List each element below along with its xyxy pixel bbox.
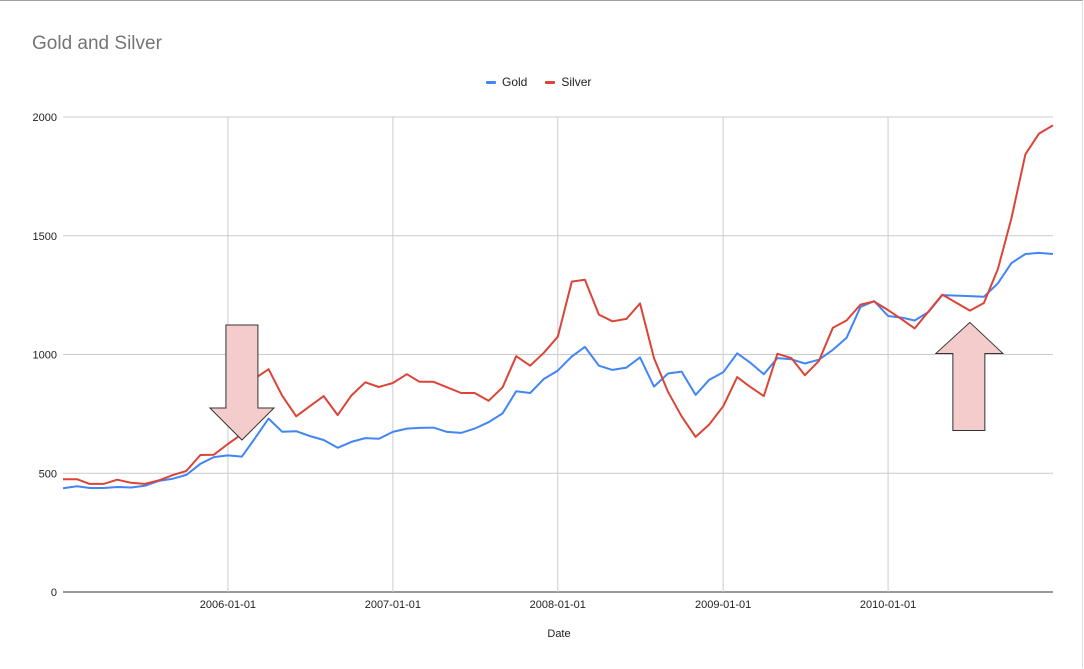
grid-lines (63, 116, 1053, 593)
y-tick-label-500: 500 (39, 468, 57, 480)
legend-swatch-gold (486, 80, 496, 84)
y-axis-ticks: 0 500 1000 1500 2000 (33, 112, 57, 599)
y-tick-label-1000: 1000 (33, 350, 57, 362)
chart-title: Gold and Silver (32, 33, 162, 54)
legend-label-silver: Silver (561, 75, 592, 89)
legend-item-silver[interactable]: Silver (545, 75, 591, 89)
x-tick-label-2007-01-01: 2007-01-01 (365, 599, 421, 611)
legend-label-gold: Gold (502, 75, 528, 89)
series-line-gold (62, 251, 1054, 490)
x-tick-label-2008-01-01: 2008-01-01 (530, 599, 586, 611)
y-tick-label-1500: 1500 (33, 231, 57, 243)
annotation-arrow-up-1 (934, 321, 1005, 431)
y-tick-label-0: 0 (51, 587, 57, 599)
annotation-arrow-down-0 (208, 324, 276, 441)
legend[interactable]: Gold Silver (486, 75, 591, 89)
legend-item-gold[interactable]: Gold (486, 75, 527, 89)
x-axis-label: Date (547, 628, 570, 640)
series-line-silver (63, 124, 1054, 485)
x-tick-label-2010-01-01: 2010-01-01 (860, 599, 916, 611)
x-axis-ticks: 2006-01-01 2007-01-01 2008-01-01 2009-01-01… (200, 599, 916, 611)
x-tick-label-2006-01-01: 2006-01-01 (200, 599, 256, 611)
legend-swatch-silver (545, 80, 556, 84)
x-tick-label-2009-01-01: 2009-01-01 (695, 599, 751, 611)
series-lines (62, 124, 1054, 490)
annotations (208, 321, 1005, 441)
y-tick-label-2000: 2000 (33, 112, 57, 124)
